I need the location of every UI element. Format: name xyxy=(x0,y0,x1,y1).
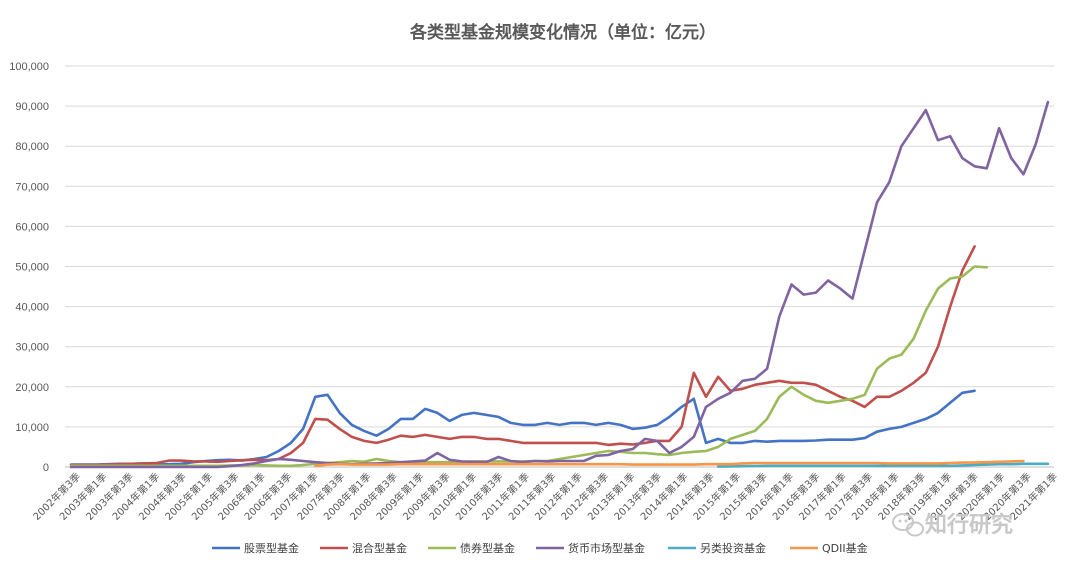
y-tick-label: 20,000 xyxy=(15,382,49,394)
y-tick-label: 30,000 xyxy=(15,342,49,354)
y-tick-label: 90,000 xyxy=(15,101,49,113)
y-tick-label: 0 xyxy=(43,462,49,474)
y-axis: 0 10,000 20,000 30,000 40,000 50,000 60,000 70,… xyxy=(9,61,49,474)
chart-title: 各类型基金规模变化情况（单位：亿元） xyxy=(409,22,716,43)
legend-label: QDII基金 xyxy=(822,541,868,555)
y-tick-label: 100,000 xyxy=(9,61,49,73)
legend-label: 混合型基金 xyxy=(352,541,407,555)
y-tick-label: 10,000 xyxy=(15,422,49,434)
grid xyxy=(65,65,1054,468)
watermark-text: 知行研究 xyxy=(925,512,1013,538)
y-tick-label: 40,000 xyxy=(15,302,49,314)
series-line-0 xyxy=(69,389,976,466)
legend-label: 另类投资基金 xyxy=(700,541,766,555)
series-line-4 xyxy=(716,462,1050,468)
wechat-icon xyxy=(892,513,924,537)
y-tick-label: 80,000 xyxy=(15,141,49,153)
legend-label: 股票型基金 xyxy=(244,541,299,555)
y-tick-label: 70,000 xyxy=(15,181,49,193)
legend-label: 债券型基金 xyxy=(460,541,515,555)
series-line-1 xyxy=(69,245,976,467)
watermark: 知行研究 xyxy=(892,512,1013,538)
x-tick-label: 2002年第3季 xyxy=(30,470,83,523)
legend-label: 货币市场型基金 xyxy=(568,541,645,555)
y-tick-label: 50,000 xyxy=(15,262,49,274)
y-tick-label: 60,000 xyxy=(15,221,49,233)
legend: 股票型基金 混合型基金 债券型基金 货币市场型基金 另类投资基金 QDII基金 xyxy=(212,541,868,555)
series-line-5 xyxy=(314,459,1025,468)
series-line-3 xyxy=(69,100,1050,469)
series-group xyxy=(69,100,1050,469)
